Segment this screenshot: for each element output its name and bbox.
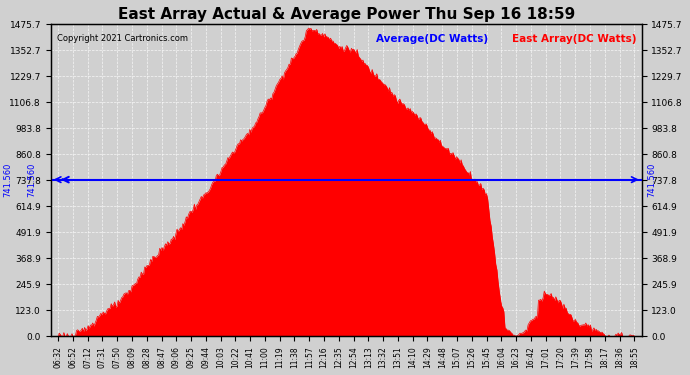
Text: 741.560: 741.560 <box>3 162 12 197</box>
Text: East Array(DC Watts): East Array(DC Watts) <box>512 34 636 44</box>
Text: Copyright 2021 Cartronics.com: Copyright 2021 Cartronics.com <box>57 34 188 43</box>
Text: 741.560: 741.560 <box>27 162 36 197</box>
Title: East Array Actual & Average Power Thu Sep 16 18:59: East Array Actual & Average Power Thu Se… <box>117 7 575 22</box>
Text: 741.560: 741.560 <box>648 162 657 197</box>
Text: Average(DC Watts): Average(DC Watts) <box>376 34 488 44</box>
